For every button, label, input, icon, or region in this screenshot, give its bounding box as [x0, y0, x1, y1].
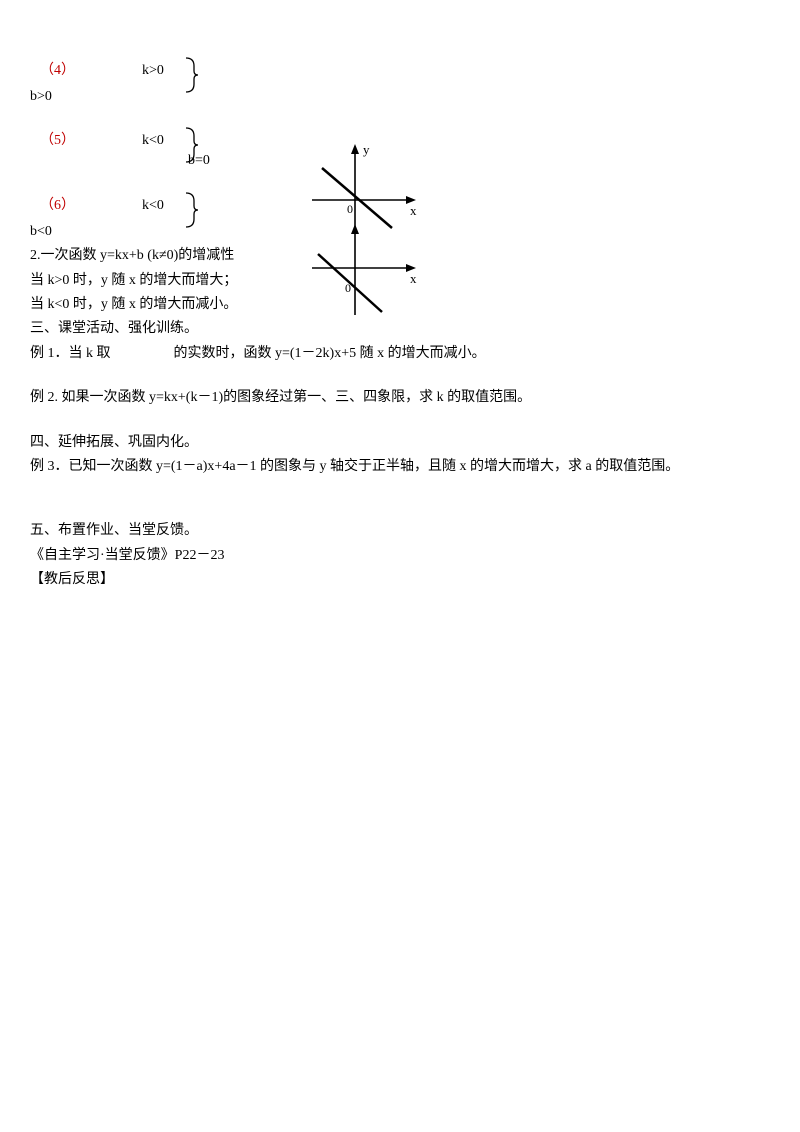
item-4-label: （4）	[40, 60, 75, 82]
item-5-cond: k<0	[142, 130, 164, 152]
line-10: 《自主学习·当堂反馈》P22－23	[30, 545, 770, 567]
item-4-sub: b>0	[30, 86, 770, 108]
item-6-label: （6）	[40, 195, 75, 217]
origin-label: 0	[347, 202, 353, 216]
item-4-cond: k>0	[142, 60, 164, 82]
brace-icon	[182, 191, 200, 229]
graph-svg: y x 0 x 0	[280, 140, 440, 330]
origin-label-2: 0	[345, 281, 351, 295]
item-5-label: （5）	[40, 130, 75, 152]
brace-icon	[182, 126, 200, 164]
brace-icon	[182, 56, 200, 94]
line-7: 四、延伸拓展、巩固内化。	[30, 432, 770, 454]
y-label: y	[363, 142, 370, 157]
item-6-cond: k<0	[142, 195, 164, 217]
x-label-2: x	[410, 271, 417, 286]
line-5a: 例 1．当 k 取	[30, 346, 111, 361]
line-11: 【教后反思】	[30, 569, 770, 591]
graphs: y x 0 x 0	[280, 140, 440, 330]
line-5b: 的实数时，函数 y=(1－2k)x+5 随 x 的增大而减小。	[174, 346, 486, 361]
line-6: 例 2. 如果一次函数 y=kx+(k－1)的图象经过第一、三、四象限，求 k …	[30, 387, 770, 409]
x-label: x	[410, 203, 417, 218]
item-4: （4） k>0	[30, 60, 770, 86]
line-9: 五、布置作业、当堂反馈。	[30, 520, 770, 542]
line-8: 例 3．已知一次函数 y=(1－a)x+4a－1 的图象与 y 轴交于正半轴，且…	[30, 456, 770, 478]
line-5: 例 1．当 k 取 的实数时，函数 y=(1－2k)x+5 随 x 的增大而减小…	[30, 343, 770, 365]
